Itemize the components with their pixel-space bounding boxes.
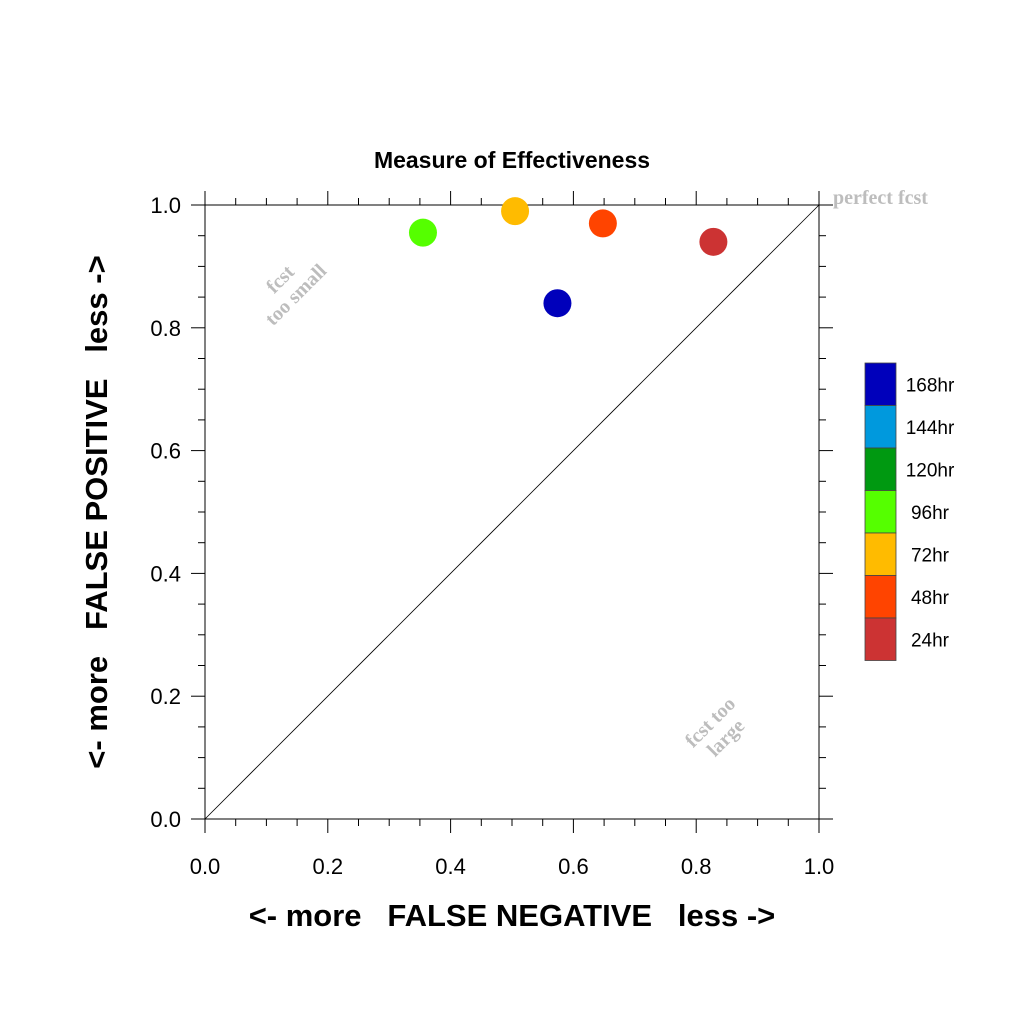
legend-label-168hr: 168hr [906, 375, 955, 396]
x-tick-label: 0.4 [435, 854, 466, 879]
x-tick-label: 0.8 [681, 854, 712, 879]
x-axis-label: <- more FALSE NEGATIVE less -> [249, 898, 776, 933]
legend-label-24hr: 24hr [911, 630, 950, 651]
legend-swatch-120hr [864, 447, 897, 491]
perfect-fcst-note: perfect fcst [833, 187, 928, 209]
x-tick-labels: 0.0 0.2 0.4 0.6 0.8 1.0 [190, 854, 835, 879]
y-axis-label: <- more FALSE POSITIVE less -> [79, 255, 114, 768]
legend: 168hr 144hr 120hr 96hr 72hr 48hr 24hr [864, 362, 955, 661]
legend-label-48hr: 48hr [911, 588, 950, 609]
legend-swatch-24hr [864, 617, 897, 661]
point-48hr [588, 209, 617, 238]
tick-marks [191, 191, 833, 833]
legend-swatch-144hr [864, 405, 897, 449]
x-tick-label: 0.2 [313, 854, 344, 879]
y-tick-label: 1.0 [150, 193, 181, 218]
point-96hr [408, 218, 437, 247]
y-tick-label: 0.2 [150, 684, 181, 709]
y-tick-label: 0.6 [150, 439, 181, 464]
y-tick-label: 0.8 [150, 316, 181, 341]
point-24hr [699, 227, 728, 256]
point-72hr [501, 197, 530, 226]
y-tick-labels: 0.0 0.2 0.4 0.6 0.8 1.0 [150, 193, 181, 832]
too-small-note-line2: too small [261, 260, 331, 330]
x-tick-label: 1.0 [804, 854, 835, 879]
chart-title: Measure of Effectiveness [374, 147, 650, 173]
y-tick-label: 0.4 [150, 561, 181, 586]
legend-label-72hr: 72hr [911, 545, 950, 566]
legend-label-120hr: 120hr [906, 460, 955, 481]
legend-label-96hr: 96hr [911, 503, 950, 524]
point-168hr [543, 289, 572, 318]
data-points [408, 197, 728, 318]
legend-label-144hr: 144hr [906, 418, 955, 439]
legend-swatch-48hr [864, 575, 897, 619]
x-tick-label: 0.0 [190, 854, 221, 879]
legend-swatch-72hr [864, 532, 897, 576]
y-tick-label: 0.0 [150, 807, 181, 832]
legend-swatch-96hr [864, 490, 897, 534]
diagonal-line [204, 204, 820, 820]
legend-swatch-168hr [864, 362, 897, 406]
x-tick-label: 0.6 [558, 854, 589, 879]
